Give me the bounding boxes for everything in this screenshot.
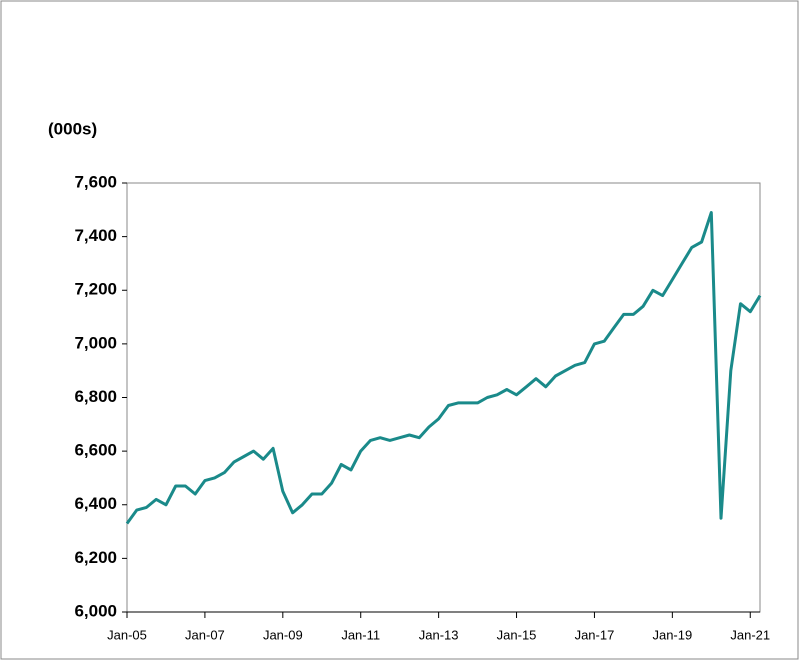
y-tick-label: 6,600 [74, 441, 117, 460]
y-tick-label: 7,400 [74, 226, 117, 245]
x-tick-label: Jan-09 [263, 627, 303, 642]
x-tick-label: Jan-05 [107, 627, 147, 642]
y-tick-label: 6,800 [74, 387, 117, 406]
y-axis-label: (000s) [48, 119, 97, 138]
y-tick-label: 7,000 [74, 333, 117, 352]
data-line [125, 211, 762, 525]
x-tick-label: Jan-17 [575, 627, 615, 642]
x-tick-label: Jan-11 [341, 627, 380, 642]
x-tick-label: Jan-15 [497, 627, 537, 642]
y-tick-label: 6,400 [74, 494, 117, 513]
y-tick-label: 7,600 [74, 172, 117, 191]
x-tick-label: Jan-13 [419, 627, 459, 642]
x-tick-label: Jan-07 [185, 627, 225, 642]
x-tick-label: Jan-21 [730, 627, 770, 642]
y-tick-label: 7,200 [74, 280, 117, 299]
y-tick-label: 6,200 [74, 548, 117, 567]
y-tick-label: 6,000 [74, 601, 117, 620]
x-tick-label: Jan-19 [652, 627, 692, 642]
plot-area [126, 182, 761, 613]
